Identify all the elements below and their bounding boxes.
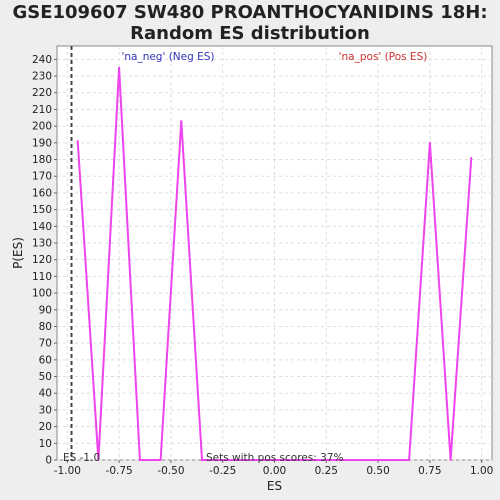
pos-es-label: 'na_pos' (Pos ES) — [339, 51, 428, 63]
y-tick-label: 50 — [39, 371, 52, 383]
y-tick-label: 150 — [32, 204, 52, 216]
y-tick-label: 100 — [32, 288, 52, 300]
y-tick-label: 230 — [32, 71, 52, 83]
x-axis-label: ES — [267, 479, 282, 493]
y-tick-label: 70 — [39, 338, 52, 350]
data-point — [346, 459, 348, 461]
x-tick-label: 0.00 — [263, 465, 286, 477]
data-point — [283, 459, 286, 461]
data-points — [76, 66, 473, 461]
y-tick-label: 240 — [32, 54, 52, 66]
data-point — [408, 459, 411, 461]
y-tick-label: 140 — [32, 221, 52, 233]
y-tick-label: 30 — [39, 404, 52, 416]
x-tick-label: 0.75 — [418, 465, 441, 477]
x-tick-label: -1.00 — [54, 465, 81, 477]
data-point — [159, 459, 162, 461]
x-axis-ticks: -1.00 -0.75 -0.50 -0.25 0.00 0.25 0.50 0.75 1.00 — [54, 460, 493, 477]
x-tick-label: -0.75 — [106, 465, 133, 477]
data-point — [118, 66, 121, 69]
y-axis-ticks: 0 10 20 30 40 50 60 70 80 90 100 110 120 130 140 150 160… — [32, 54, 57, 467]
y-tick-label: 180 — [32, 154, 52, 166]
data-point — [180, 120, 183, 123]
y-tick-label: 200 — [32, 121, 52, 133]
pos-scores-label: Sets with pos scores: 37% — [206, 452, 343, 464]
y-tick-label: 160 — [32, 187, 52, 199]
chart-title-line1: GSE109607 SW480 PROANTHOCYANIDINS 18H: — [12, 2, 488, 23]
data-point — [138, 459, 141, 461]
y-tick-label: 210 — [32, 104, 52, 116]
data-point — [76, 140, 79, 143]
data-point — [201, 459, 203, 461]
data-point — [97, 459, 100, 461]
x-tick-label: 0.50 — [366, 465, 389, 477]
y-tick-label: 60 — [39, 354, 52, 366]
data-point — [325, 459, 328, 461]
data-point — [470, 156, 473, 159]
y-tick-label: 10 — [39, 438, 52, 450]
y-tick-label: 40 — [39, 388, 52, 400]
x-tick-label: 0.25 — [315, 465, 338, 477]
chart-title-line2: Random ES distribution — [130, 23, 370, 44]
data-point — [387, 459, 390, 461]
data-point — [366, 459, 369, 461]
x-tick-label: -0.50 — [157, 465, 184, 477]
x-tick-label: 1.00 — [470, 465, 493, 477]
y-tick-label: 130 — [32, 237, 52, 249]
y-tick-label: 0 — [45, 455, 52, 467]
y-tick-label: 110 — [32, 271, 52, 283]
data-point — [449, 459, 452, 461]
data-point — [304, 459, 307, 461]
neg-es-label: 'na_neg' (Neg ES) — [121, 51, 214, 63]
y-tick-label: 80 — [39, 321, 52, 333]
chart-title: GSE109607 SW480 PROANTHOCYANIDINS 18H: R… — [0, 2, 500, 44]
data-point — [428, 141, 431, 144]
es-marker-label: ES -1.0 — [63, 452, 100, 464]
y-tick-label: 220 — [32, 87, 52, 99]
data-point — [242, 459, 245, 461]
data-point — [221, 459, 224, 461]
y-tick-label: 120 — [32, 254, 52, 266]
y-tick-label: 20 — [39, 421, 52, 433]
data-point — [263, 459, 266, 461]
y-tick-label: 90 — [39, 304, 52, 316]
series-line — [76, 67, 473, 461]
y-axis-label: P(ES) — [11, 237, 25, 269]
x-tick-label: -0.25 — [209, 465, 236, 477]
y-tick-label: 170 — [32, 171, 52, 183]
y-tick-label: 190 — [32, 137, 52, 149]
